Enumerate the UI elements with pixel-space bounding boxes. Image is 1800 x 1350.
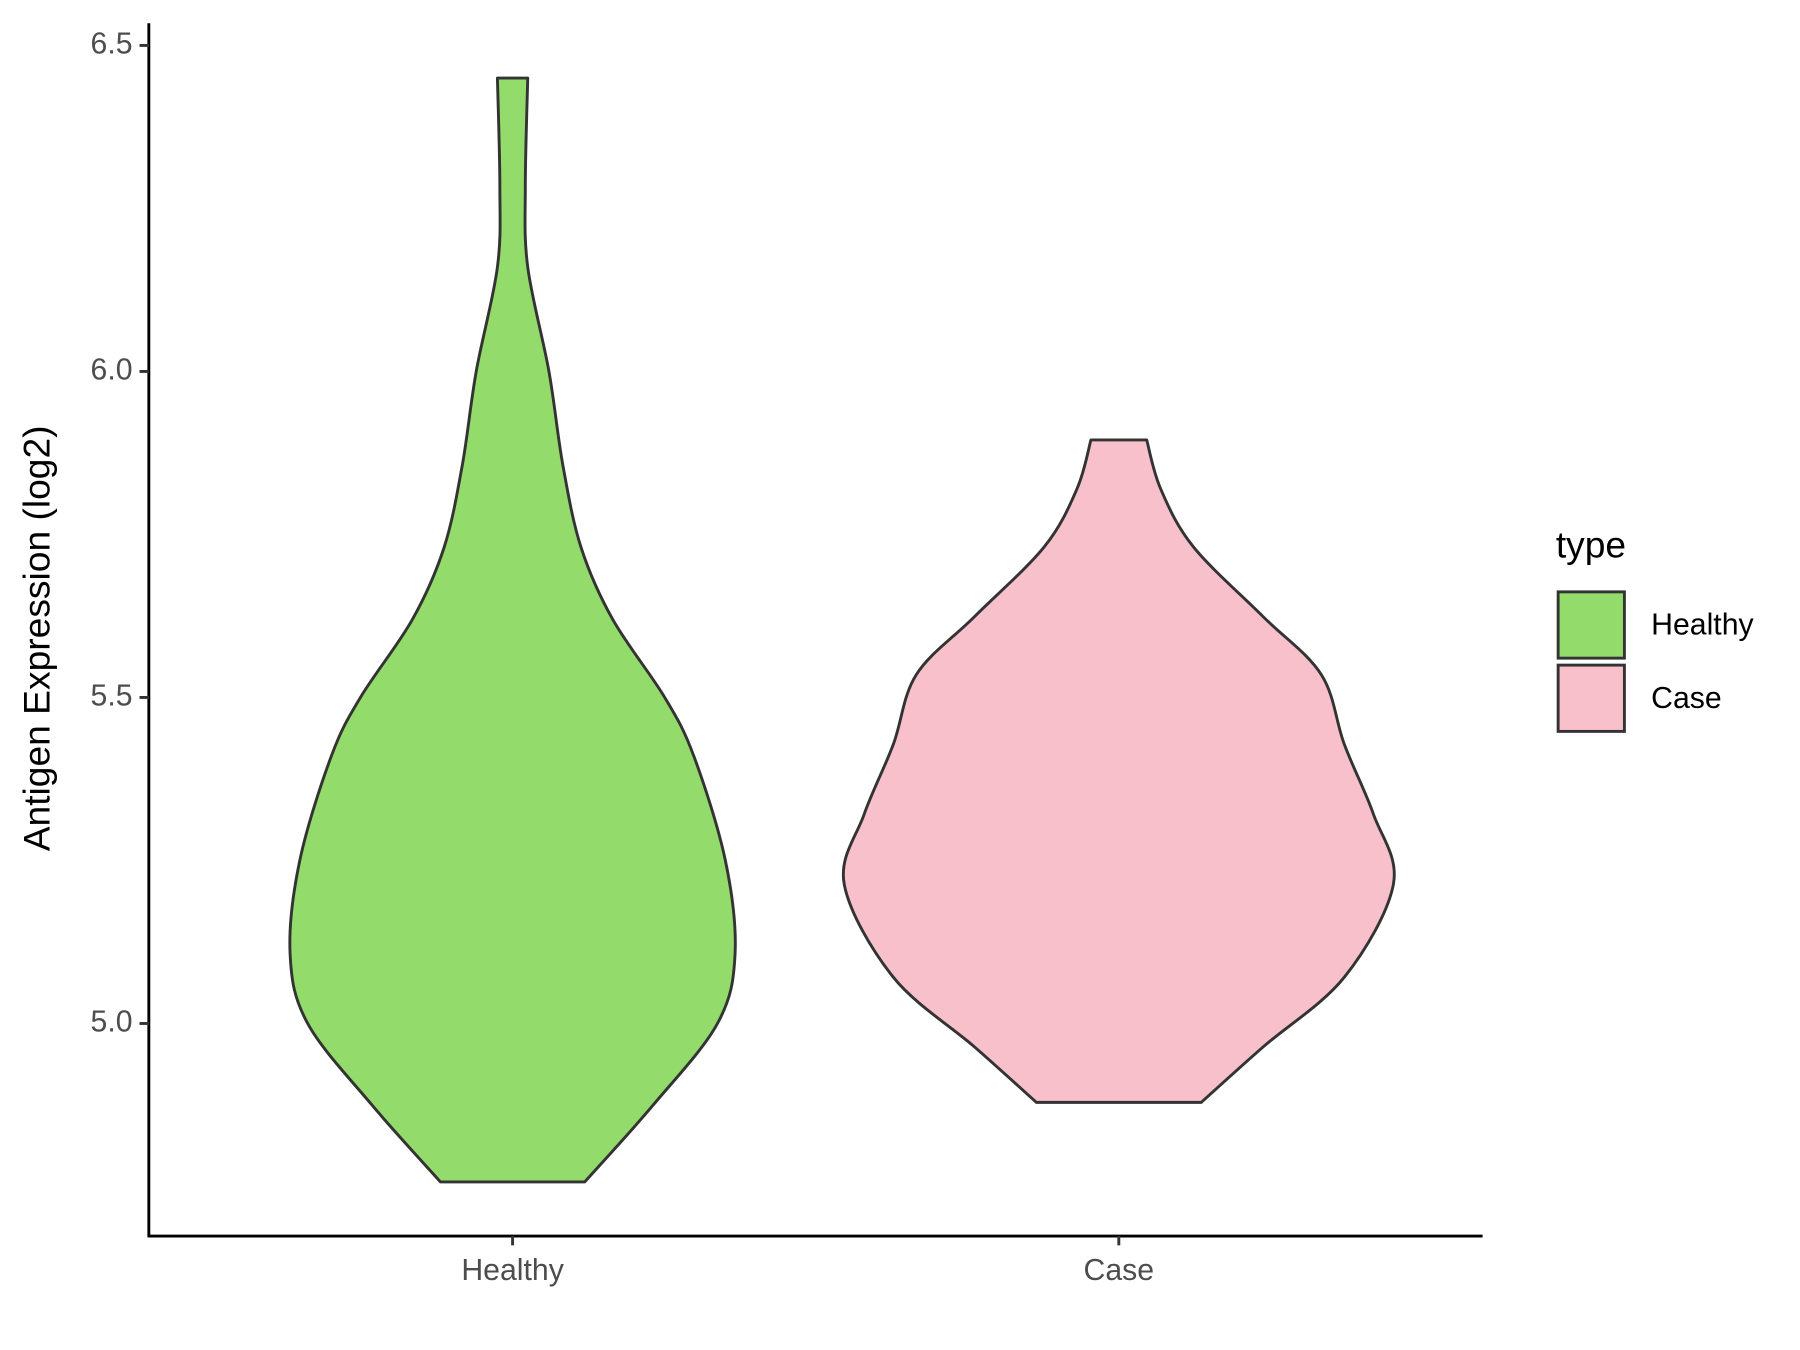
- y-axis-title: Antigen Expression (log2): [15, 425, 57, 851]
- violin: [841, 438, 1396, 1104]
- y-tick-label: 5.5: [91, 679, 133, 712]
- legend-key: [1556, 663, 1626, 733]
- x-tick-label: Healthy: [461, 1254, 564, 1287]
- x-tick-label: Case: [1084, 1254, 1155, 1287]
- legend-title: type: [1556, 524, 1626, 566]
- violin: [288, 76, 737, 1184]
- legend-key: [1556, 590, 1626, 660]
- y-tick-label: 6.5: [91, 27, 133, 60]
- y-tick-label: 5.0: [91, 1005, 133, 1038]
- y-tick-label: 6.0: [91, 353, 133, 386]
- legend-label: Healthy: [1651, 609, 1754, 642]
- legend-label: Case: [1651, 682, 1722, 715]
